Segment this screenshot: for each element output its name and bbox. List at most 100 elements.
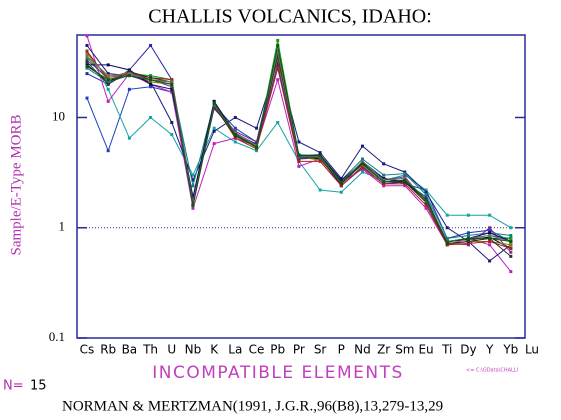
data-point (424, 198, 428, 202)
data-point (127, 70, 131, 74)
data-point (149, 76, 153, 80)
data-point (466, 234, 470, 238)
data-point (233, 115, 237, 119)
data-point (297, 159, 301, 163)
data-point (170, 82, 174, 86)
data-point (360, 159, 364, 163)
x-tick-label: Ba (122, 343, 138, 357)
data-point (149, 85, 153, 89)
data-point (170, 78, 174, 82)
y-tick-label: 10 (52, 108, 65, 123)
x-tick-label: Nd (354, 343, 371, 357)
data-point (191, 206, 195, 210)
x-tick-label: Sr (314, 343, 327, 357)
data-point (233, 140, 237, 144)
data-point (85, 65, 89, 69)
data-point (170, 133, 174, 137)
data-point (403, 173, 407, 177)
data-point (106, 80, 110, 84)
data-point (445, 213, 449, 217)
data-point (127, 87, 131, 91)
data-point (106, 63, 110, 67)
data-point (318, 151, 322, 155)
data-point (170, 80, 174, 84)
data-point (255, 140, 259, 144)
data-point (233, 131, 237, 135)
data-point (233, 126, 237, 130)
x-tick-label: Sm (395, 343, 414, 357)
x-tick-label: La (228, 343, 242, 357)
data-point (382, 184, 386, 188)
data-point (127, 68, 131, 72)
data-point (85, 43, 89, 47)
data-point (360, 162, 364, 166)
x-tick-label: Lu (525, 343, 539, 357)
data-point (85, 60, 89, 64)
data-point (403, 182, 407, 186)
data-point (297, 164, 301, 168)
data-point (276, 43, 280, 47)
data-point (149, 115, 153, 119)
x-tick-label: Pb (270, 343, 285, 357)
file-note: <= C:\GData\CHALLI (466, 368, 518, 374)
data-point (424, 190, 428, 194)
x-tick-label: Pr (293, 343, 305, 357)
data-point (488, 226, 492, 230)
data-point (466, 240, 470, 244)
data-point (170, 87, 174, 91)
data-point (212, 99, 216, 103)
data-point (106, 99, 110, 103)
data-point (85, 96, 89, 100)
data-point (276, 57, 280, 61)
data-point (360, 157, 364, 161)
data-point (191, 184, 195, 188)
data-point (382, 178, 386, 182)
data-point (212, 129, 216, 133)
data-point (106, 74, 110, 78)
data-point (276, 121, 280, 125)
data-point (488, 228, 492, 232)
data-point (424, 195, 428, 199)
data-point (509, 254, 513, 258)
data-point (488, 213, 492, 217)
plot-frame (76, 34, 526, 339)
data-point (106, 82, 110, 86)
data-point (212, 101, 216, 105)
data-point (191, 203, 195, 207)
x-tick-label: Rb (100, 343, 116, 357)
data-point (276, 78, 280, 82)
data-point (255, 126, 259, 130)
data-point (403, 176, 407, 180)
data-point (191, 173, 195, 177)
x-tick-label: Nb (185, 343, 202, 357)
data-point (445, 226, 449, 230)
data-point (297, 154, 301, 158)
data-point (106, 76, 110, 80)
chart-title: CHALLIS VOLCANICS, IDAHO: (148, 6, 432, 28)
data-point (127, 72, 131, 76)
data-point (445, 236, 449, 240)
data-point (339, 184, 343, 188)
data-point (403, 172, 407, 176)
data-point (360, 170, 364, 174)
data-point (106, 78, 110, 82)
data-point (276, 60, 280, 64)
data-point (403, 178, 407, 182)
data-point (127, 136, 131, 140)
data-point (509, 236, 513, 240)
data-point (85, 72, 89, 76)
data-point (255, 147, 259, 151)
y-axis-label: Sample/E-Type MORB (8, 114, 24, 255)
data-point (297, 140, 301, 144)
x-tick-label: U (167, 343, 176, 357)
data-point (149, 82, 153, 86)
data-point (445, 240, 449, 244)
data-point (382, 182, 386, 186)
x-tick-label: Yb (502, 343, 518, 357)
data-point (360, 144, 364, 148)
data-point (509, 246, 513, 250)
data-point (488, 259, 492, 263)
data-point (339, 190, 343, 194)
data-point (212, 142, 216, 146)
x-tick-label: Cs (80, 343, 95, 357)
